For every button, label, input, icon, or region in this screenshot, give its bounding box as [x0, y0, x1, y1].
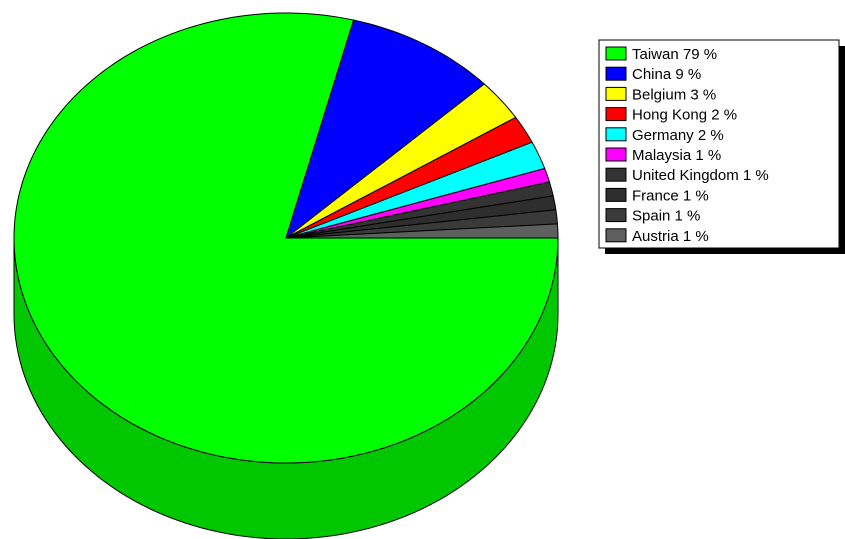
legend-label-germany: Germany 2 % [632, 127, 724, 144]
legend-swatch-germany [605, 127, 627, 142]
legend-label-china: China 9 % [632, 66, 701, 83]
legend-box [598, 39, 840, 249]
legend-items: Taiwan 79 % China 9 % Belgium 3 % Hong Kong… [605, 46, 769, 245]
legend-label-spain: Spain 1 % [632, 208, 700, 225]
legend: Taiwan 79 % China 9 % Belgium 3 % Hong Kong… [598, 39, 845, 254]
legend-item-taiwan: Taiwan 79 % [605, 46, 717, 63]
legend-label-france: France 1 % [632, 187, 709, 204]
legend-label-united-kingdom: United Kingdom 1 % [632, 167, 769, 184]
pie-slice-belgium [285, 83, 517, 239]
pie-top [13, 12, 559, 464]
legend-item-france: France 1 % [605, 187, 709, 204]
legend-label-malaysia: Malaysia 1 % [632, 147, 721, 164]
legend-label-austria: Austria 1 % [632, 228, 709, 245]
pie-slice-hong-kong [285, 116, 533, 239]
legend-item-austria: Austria 1 % [605, 228, 709, 245]
legend-swatch-malaysia [605, 147, 627, 162]
legend-swatch-taiwan [605, 46, 627, 61]
legend-item-spain: Spain 1 % [605, 208, 700, 225]
legend-label-taiwan: Taiwan 79 % [632, 46, 717, 63]
legend-item-malaysia: Malaysia 1 % [605, 147, 721, 164]
pie-slice-china [285, 19, 485, 239]
legend-label-belgium: Belgium 3 % [632, 86, 716, 103]
legend-swatch-united-kingdom [605, 167, 627, 182]
legend-item-china: China 9 % [605, 66, 701, 83]
legend-item-germany: Germany 2 % [605, 127, 724, 144]
pie-slice-germany [285, 141, 546, 239]
legend-swatch-austria [605, 228, 627, 243]
pie-slice-austria [285, 223, 559, 239]
legend-item-united-kingdom: United Kingdom 1 % [605, 167, 769, 184]
legend-swatch-hong-kong [605, 107, 627, 122]
legend-label-hong-kong: Hong Kong 2 % [632, 107, 737, 124]
legend-swatch-china [605, 66, 627, 81]
legend-swatch-belgium [605, 86, 627, 101]
legend-swatch-france [605, 187, 627, 202]
legend-swatch-spain [605, 208, 627, 223]
legend-item-hong-kong: Hong Kong 2 % [605, 107, 737, 124]
legend-item-belgium: Belgium 3 % [605, 86, 716, 103]
